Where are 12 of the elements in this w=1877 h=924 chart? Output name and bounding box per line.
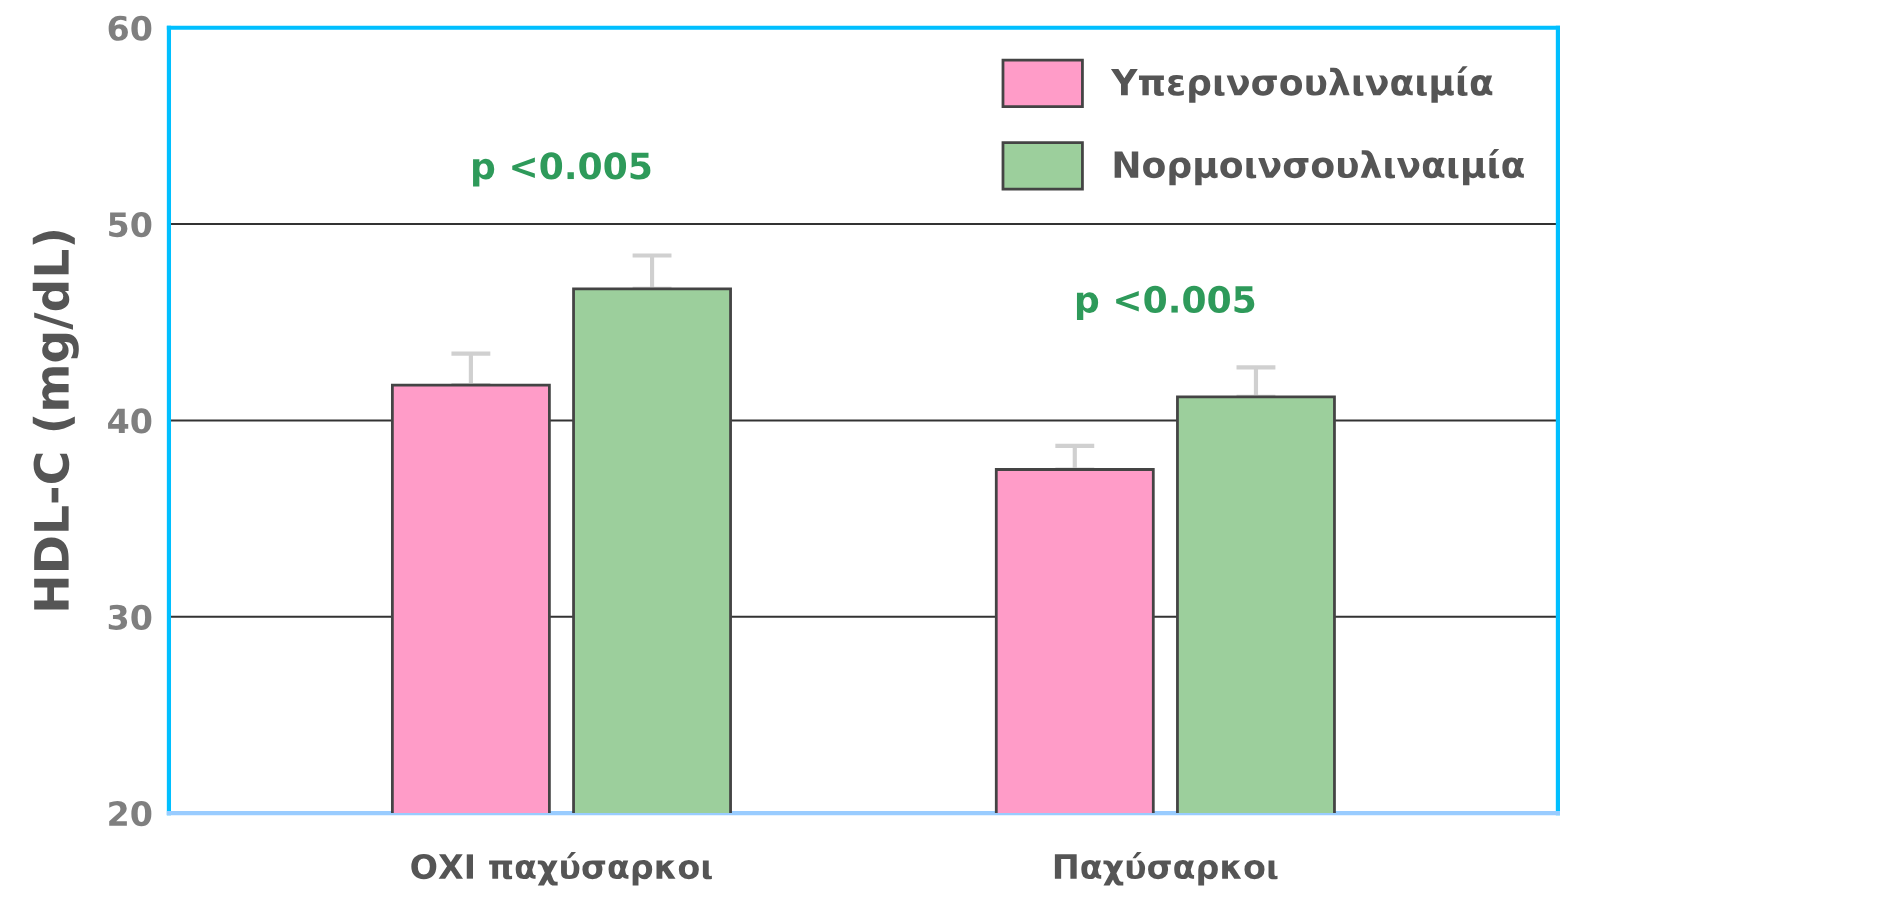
legend-label: Υπερινσουλιναιμία (1110, 66, 1493, 103)
y-tick-label: 30 (108, 604, 152, 630)
legend-label: Νορμοινσουλιναιμία (1114, 148, 1524, 186)
y-tick-label: 50 (109, 211, 152, 238)
x-tick-label: Παχύσαρκοι (1054, 852, 1278, 886)
y-tick-label: 40 (108, 408, 152, 434)
y-tick-label: 60 (108, 15, 152, 41)
annotation: p <0.005 (473, 152, 651, 187)
x-tick-label: ΟΧΙ παχύσαρκοι (411, 852, 712, 886)
y-tick-label: 20 (109, 801, 152, 827)
y-axis-title: HDL-C (mg/dL) (32, 231, 79, 610)
annotation: p <0.005 (1076, 285, 1255, 321)
